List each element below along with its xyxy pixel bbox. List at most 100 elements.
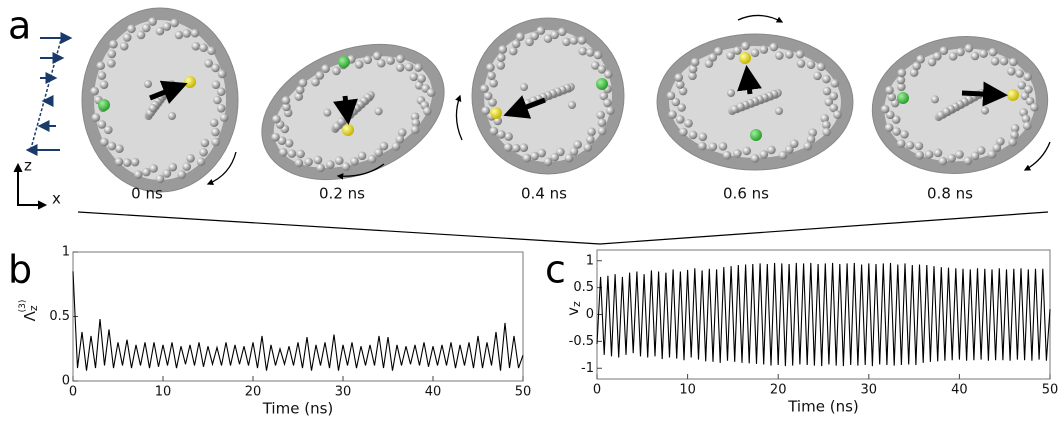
bead [981, 106, 990, 115]
bead [148, 104, 157, 112]
bead [487, 71, 496, 80]
line [596, 262, 1051, 367]
bead [357, 151, 367, 161]
bead [884, 123, 894, 132]
bead [587, 127, 596, 137]
bead [90, 86, 99, 96]
bead [678, 86, 688, 96]
bead [287, 149, 297, 158]
axis-x: x [52, 190, 61, 208]
bead [272, 114, 281, 124]
bead [759, 150, 769, 159]
bead [162, 22, 172, 31]
bead [897, 82, 906, 92]
bead [397, 128, 407, 137]
bead [1024, 85, 1033, 94]
bead [321, 64, 330, 73]
bead [599, 91, 609, 101]
bead [880, 104, 890, 114]
bead [1020, 91, 1030, 101]
plot-frame [72, 251, 524, 382]
bead [897, 68, 907, 78]
bead [130, 157, 140, 167]
bead [337, 117, 346, 126]
bead [892, 127, 901, 136]
x-tick-label: 30 [335, 385, 352, 400]
y-tick-label: -0.5 [569, 334, 594, 349]
bead [964, 43, 974, 53]
bead [976, 146, 986, 155]
bead [409, 72, 419, 82]
bead [209, 118, 219, 128]
y-tick-label: 0.5 [49, 309, 70, 324]
bead [316, 163, 325, 173]
bead [211, 80, 221, 89]
bead [896, 75, 906, 85]
rotation-arrow [737, 14, 784, 23]
bead [727, 89, 735, 97]
bead [956, 47, 965, 57]
bead [550, 30, 559, 40]
snapshot [81, 7, 239, 193]
bead [96, 61, 106, 71]
bead [483, 91, 493, 101]
bead [822, 86, 832, 96]
bead [414, 80, 424, 90]
bead [905, 140, 915, 150]
bead [182, 29, 192, 38]
bead [816, 62, 826, 72]
bead [948, 51, 958, 61]
bead [174, 30, 184, 40]
bead [736, 102, 745, 111]
bead [900, 130, 909, 139]
bead [733, 149, 742, 158]
bead [103, 125, 113, 135]
bead [271, 132, 280, 142]
bead [282, 102, 291, 112]
bead [496, 53, 506, 62]
bead [767, 145, 776, 155]
bead [207, 46, 216, 56]
bead [186, 154, 195, 163]
direction-arrow [503, 95, 546, 119]
bead [354, 60, 364, 69]
bead [525, 37, 534, 47]
direction-arrow [149, 80, 188, 104]
bead [148, 17, 157, 26]
bead [91, 113, 101, 122]
bead [1007, 67, 1016, 76]
bead [577, 35, 587, 45]
bead [136, 30, 146, 40]
bead [674, 73, 684, 82]
bead [294, 92, 304, 101]
bead [909, 68, 919, 77]
bead [196, 157, 206, 167]
time-label: 0.8 ns [927, 185, 973, 203]
bead [996, 137, 1005, 146]
bead [829, 103, 839, 113]
bead [675, 80, 685, 89]
bead [374, 148, 383, 157]
bead [213, 95, 222, 105]
bead [480, 84, 489, 93]
bead [488, 98, 497, 107]
zoom-line [77, 211, 601, 245]
zoom-line [599, 211, 1049, 245]
bead [296, 149, 305, 159]
time-label: 0 ns [131, 185, 163, 203]
bead [379, 141, 389, 151]
bead [690, 57, 700, 67]
bead [417, 74, 426, 83]
bead [386, 56, 395, 65]
bead [887, 92, 897, 102]
bead [829, 91, 839, 101]
tracer-yellow [490, 107, 502, 119]
bead [912, 61, 921, 71]
bead [914, 141, 924, 151]
bead [295, 85, 305, 95]
bead [990, 56, 1000, 66]
bead [277, 136, 287, 145]
bead [141, 167, 151, 177]
x-tick-label: 50 [1042, 383, 1059, 398]
